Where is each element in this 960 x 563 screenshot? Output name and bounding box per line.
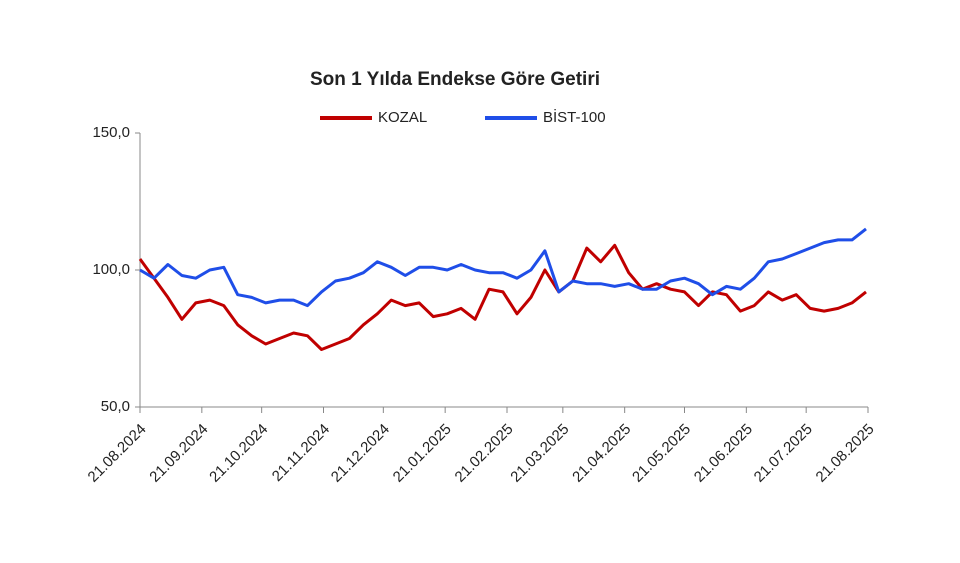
x-tick-label: 21.02.2025 [452,421,517,486]
x-tick-label: 21.12.2024 [328,421,393,486]
x-tick-label: 21.04.2025 [569,421,634,486]
x-tick-label: 21.11.2024 [269,421,333,485]
x-tick-label: 21.08.2024 [85,421,150,486]
y-tick-label: 100,0 [92,261,130,278]
legend-label: BİST-100 [543,108,606,126]
x-tick-label: 21.05.2025 [629,421,694,486]
chart-title: Son 1 Yılda Endekse Göre Getiri [310,69,600,90]
x-tick-label: 21.10.2024 [206,421,271,486]
line-series [139,227,867,308]
y-tick-label: 150,0 [92,124,130,141]
y-tick-label: 50,0 [101,398,130,415]
x-tick-label: 21.07.2025 [751,421,816,486]
x-tick-label: 21.03.2025 [507,421,572,486]
line-series [138,243,867,351]
x-tick-label: 21.08.2025 [813,421,878,486]
x-tick-label: 21.06.2025 [691,421,756,486]
x-tick-label: 21.01.2025 [390,421,455,486]
legend-label: KOZAL [378,109,427,126]
x-tick-label: 21.09.2024 [146,421,211,486]
